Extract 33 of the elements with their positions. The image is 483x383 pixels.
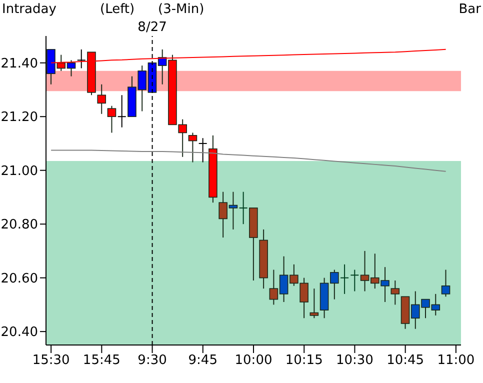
- candlestick: [441, 269, 450, 298]
- candlestick: [76, 48, 86, 69]
- candlestick: [117, 94, 126, 128]
- candlestick: [107, 105, 116, 134]
- candlestick: [238, 191, 248, 225]
- chart-title: (3-Min): [158, 2, 204, 17]
- text: (Left): [100, 2, 135, 17]
- text: Intraday: [2, 2, 56, 17]
- x-tick-label: 15:30: [32, 353, 70, 368]
- candlestick: [310, 288, 319, 319]
- ref-line-label: 8/27: [138, 20, 167, 35]
- x-tick-label: 10:00: [234, 353, 272, 368]
- x-tick-label: 10:30: [336, 353, 374, 368]
- x-tick-label: 9:45: [188, 353, 218, 368]
- candlestick: [188, 132, 198, 163]
- x-tick-label: 11:00: [437, 353, 475, 368]
- x-tick-label: 9:30: [138, 353, 167, 368]
- y-tick-label: 20.60: [0, 271, 38, 286]
- candlestick: [198, 138, 208, 163]
- x-tick-label: 15:45: [82, 353, 120, 368]
- candlestick: [97, 84, 106, 114]
- candlestick: [340, 264, 350, 294]
- text: Bar: [458, 2, 481, 17]
- y-tick-label: 20.40: [0, 325, 38, 340]
- y-tick-label: 21.00: [0, 164, 38, 179]
- x-tick-label: 10:15: [285, 353, 323, 368]
- x-tick-label: 10:45: [386, 353, 424, 368]
- candlestick: [390, 280, 400, 306]
- line-series: [50, 150, 446, 172]
- y-tick-label: 21.20: [0, 110, 38, 126]
- y-tick-label: 20.80: [0, 218, 38, 233]
- y-tick-label: 21.40: [0, 56, 38, 72]
- candlestick: [350, 269, 360, 292]
